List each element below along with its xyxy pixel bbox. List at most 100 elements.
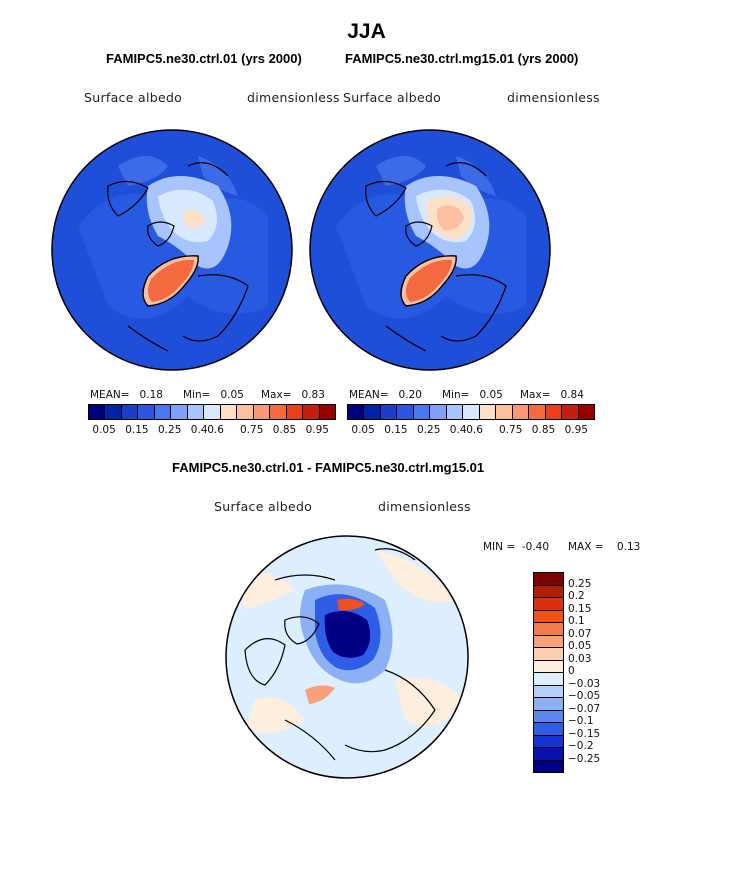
colorbar-tick-label: 0.1 xyxy=(568,615,585,627)
panel-1-subtitle: FAMIPC5.ne30.ctrl.01 (yrs 2000) xyxy=(106,51,302,66)
colorbar-swatch xyxy=(534,760,563,772)
colorbar-tick-label: −0.1 xyxy=(568,715,594,727)
colorbar-swatch xyxy=(286,405,304,419)
colorbar-tick-label: 0.15 xyxy=(384,424,408,436)
colorbar-swatch xyxy=(534,635,563,648)
colorbar-swatch xyxy=(204,405,221,419)
colorbar-tick-label: 0.05 xyxy=(568,640,592,652)
panel-2-variable-label: Surface albedo xyxy=(343,90,442,105)
colorbar-swatch xyxy=(534,573,563,586)
diff-subtitle: FAMIPC5.ne30.ctrl.01 - FAMIPC5.ne30.ctrl… xyxy=(172,460,485,475)
colorbar-swatch xyxy=(446,405,464,419)
colorbar-swatch xyxy=(253,405,271,419)
colorbar-swatch xyxy=(496,405,513,419)
colorbar-swatch xyxy=(171,405,188,419)
colorbar-tick-label: 0.05 xyxy=(351,424,375,436)
colorbar-tick-label: 0.85 xyxy=(531,424,556,436)
colorbar-swatch xyxy=(534,648,563,661)
colorbar-swatch xyxy=(380,405,398,419)
colorbar-swatch xyxy=(534,748,563,761)
diff-max: MAX = 0.13 xyxy=(568,541,641,553)
panel-2-mean: MEAN= 0.20 xyxy=(349,389,422,401)
diff-units-label: dimensionless xyxy=(378,499,471,514)
colorbar-swatch xyxy=(534,673,563,686)
panel-2-subtitle: FAMIPC5.ne30.ctrl.mg15.01 (yrs 2000) xyxy=(345,51,579,66)
colorbar-swatch xyxy=(562,405,579,419)
colorbar-tick-label: 0.25 xyxy=(417,424,441,436)
colorbar-swatch xyxy=(348,405,365,419)
panel-1-variable-label: Surface albedo xyxy=(84,90,183,105)
colorbar-tick-label: −0.05 xyxy=(568,690,601,702)
colorbar-tick-label: 0.6 xyxy=(466,424,483,436)
diff-variable-label: Surface albedo xyxy=(214,499,313,514)
colorbar-swatch xyxy=(534,698,563,711)
colorbar-swatch xyxy=(89,405,106,419)
colorbar-tick-label: 0.95 xyxy=(564,424,588,436)
panel-1-min: Min= 0.05 xyxy=(183,389,244,401)
diff-min: MIN = -0.40 xyxy=(483,541,550,553)
colorbar-ctrl xyxy=(88,404,336,420)
colorbar-swatch xyxy=(154,405,172,419)
colorbar-swatch xyxy=(303,405,320,419)
colorbar-tick-label: −0.15 xyxy=(568,727,601,740)
colorbar-swatch xyxy=(220,405,238,419)
colorbar-tick-label: −0.07 xyxy=(568,702,601,715)
colorbar-tick-label: −0.03 xyxy=(568,677,601,690)
colorbar-tick-label: 0.4 xyxy=(190,424,208,436)
colorbar-swatch xyxy=(545,405,563,419)
colorbar-tick-label: 0.25 xyxy=(158,424,182,436)
panel-2-units-label: dimensionless xyxy=(507,90,600,105)
colorbar-swatch xyxy=(463,405,480,419)
colorbar-tick-label: 0.07 xyxy=(568,627,592,640)
colorbar-tick-label: 0.25 xyxy=(568,577,592,590)
colorbar-tick-label: 0.6 xyxy=(207,424,224,436)
colorbar-tick-label: 0.2 xyxy=(568,590,585,602)
colorbar-swatch xyxy=(534,623,563,636)
colorbar-swatch xyxy=(270,405,287,419)
panel-1-mean: MEAN= 0.18 xyxy=(90,389,163,401)
polar-map-ctrl xyxy=(51,129,293,371)
colorbar-swatch xyxy=(534,723,563,736)
colorbar-difference xyxy=(533,572,564,773)
colorbar-tick-label: 0.75 xyxy=(499,424,523,436)
colorbar-tick-label: 0.05 xyxy=(92,424,116,436)
colorbar-swatch xyxy=(105,405,122,419)
colorbar-swatch xyxy=(534,610,563,623)
panel-2-min: Min= 0.05 xyxy=(442,389,503,401)
colorbar-tick-label: 0.15 xyxy=(568,602,592,615)
colorbar-swatch xyxy=(397,405,414,419)
panel-1-max: Max= 0.83 xyxy=(261,389,325,401)
polar-map-difference xyxy=(225,535,469,779)
colorbar-swatch xyxy=(121,405,139,419)
polar-map-mg15 xyxy=(309,129,551,371)
colorbar-swatch xyxy=(237,405,254,419)
figure-title: JJA xyxy=(347,20,386,43)
colorbar-swatch xyxy=(534,685,563,698)
colorbar-swatch xyxy=(319,405,336,419)
colorbar-tick-label: 0.85 xyxy=(272,424,297,436)
colorbar-swatch xyxy=(534,710,563,723)
panel-1-units-label: dimensionless xyxy=(247,90,340,105)
colorbar-swatch xyxy=(512,405,530,419)
colorbar-tick-label: 0.03 xyxy=(568,652,592,665)
colorbar-tick-label: −0.2 xyxy=(568,740,594,752)
colorbar-swatch xyxy=(534,660,563,673)
colorbar-swatch xyxy=(187,405,205,419)
colorbar-tick-label: 0 xyxy=(568,665,575,677)
colorbar-swatch xyxy=(534,735,563,748)
colorbar-swatch xyxy=(578,405,595,419)
colorbar-tick-label: 0.15 xyxy=(125,424,149,436)
colorbar-swatch xyxy=(534,598,563,611)
colorbar-tick-label: 0.4 xyxy=(449,424,467,436)
panel-2-max: Max= 0.84 xyxy=(520,389,584,401)
colorbar-tick-label: 0.75 xyxy=(240,424,264,436)
colorbar-tick-label: 0.95 xyxy=(305,424,329,436)
colorbar-swatch xyxy=(413,405,431,419)
colorbar-swatch xyxy=(534,585,563,598)
colorbar-swatch xyxy=(138,405,155,419)
colorbar-tick-label: −0.25 xyxy=(568,752,601,765)
colorbar-mg15 xyxy=(347,404,595,420)
colorbar-swatch xyxy=(430,405,447,419)
colorbar-swatch xyxy=(529,405,546,419)
colorbar-swatch xyxy=(479,405,497,419)
